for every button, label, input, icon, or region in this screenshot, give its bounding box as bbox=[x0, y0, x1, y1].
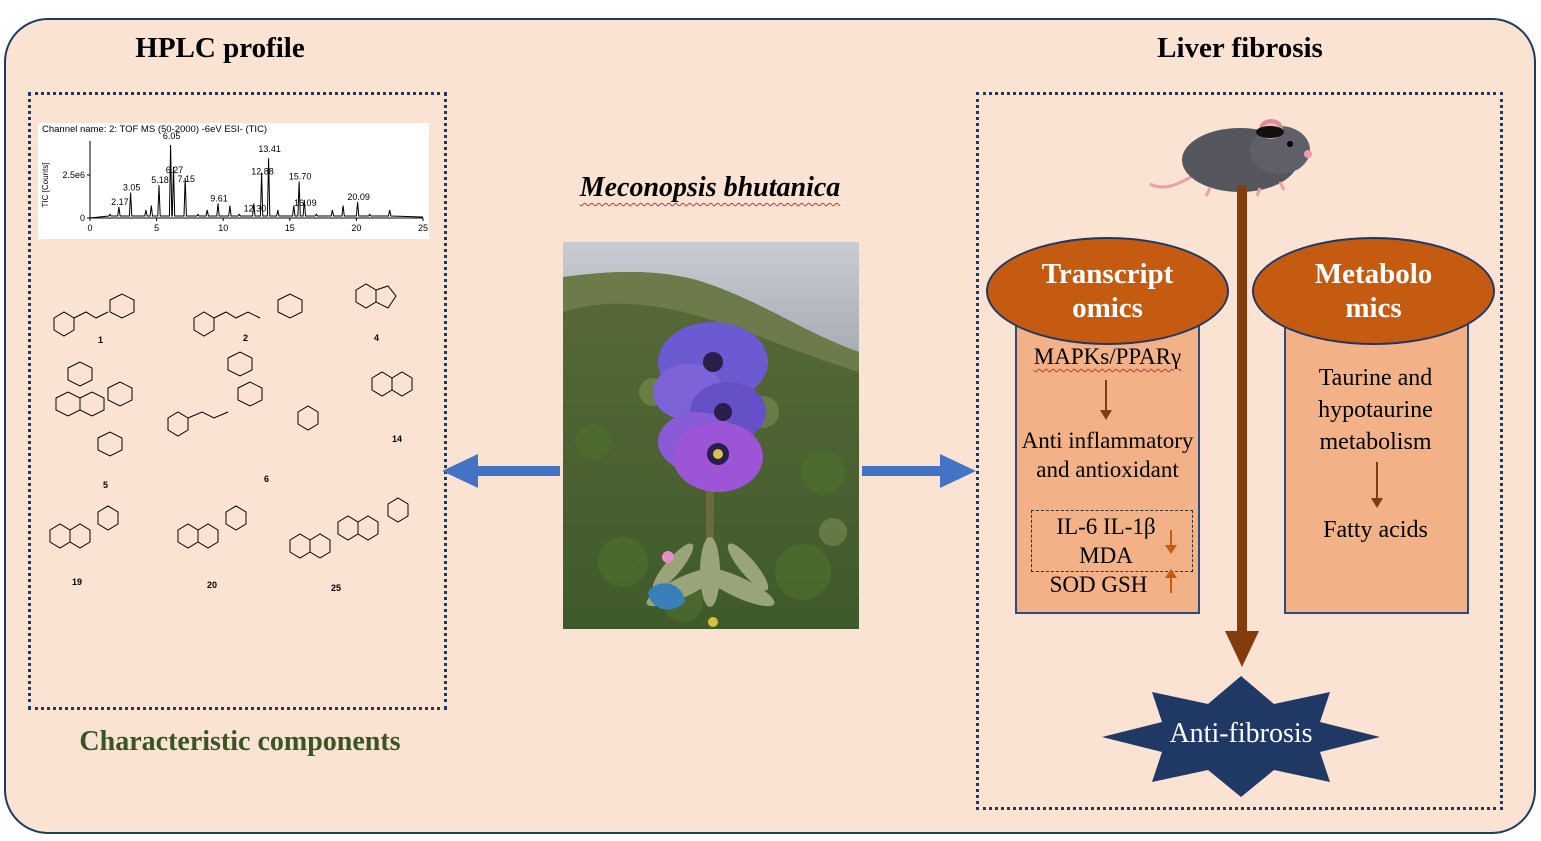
mouse-icon bbox=[1149, 119, 1312, 197]
arrow-to-antifibrosis bbox=[1225, 185, 1259, 667]
molecule-1-sugar bbox=[109, 293, 135, 319]
chrom-peak-label: 16.09 bbox=[294, 198, 317, 208]
hplc-profile-title: HPLC profile bbox=[135, 32, 305, 64]
compound-label-19: 19 bbox=[72, 577, 83, 587]
chromatogram-plot: TIC [Counts] 2.5e6 00 5 10 15 20 25 2.17 3.05 5.18… bbox=[41, 131, 428, 233]
molecule-5-sugar-top bbox=[67, 361, 93, 387]
transcriptomics-header: Transcript omics bbox=[986, 237, 1229, 345]
compound-label-4: 4 bbox=[374, 333, 380, 343]
compound-label-2: 2 bbox=[243, 333, 249, 343]
chromatogram: Channel name: 2: TOF MS (50-2000) -6eV E… bbox=[38, 123, 429, 239]
liver-fibrosis-title: Liver fibrosis bbox=[1157, 32, 1323, 64]
chrom-peak-label: 7.15 bbox=[177, 174, 195, 184]
mapk-pparg-text: MAPKs/PPARγ bbox=[1033, 344, 1182, 369]
molecule-25-ring bbox=[289, 533, 311, 559]
characteristic-components-label: Characteristic components bbox=[79, 726, 401, 757]
chrom-peak-label: 3.05 bbox=[123, 182, 141, 192]
arrow-down-markers bbox=[1165, 530, 1177, 554]
chrom-peak-label: 6.05 bbox=[163, 131, 181, 141]
markers-down-text: IL-6 IL-1β MDA bbox=[1056, 514, 1156, 568]
chrom-xtick-label: 20 bbox=[351, 223, 361, 233]
molecule-19-ring bbox=[49, 523, 71, 549]
molecule-4-ring bbox=[355, 283, 377, 309]
transcriptomics-card bbox=[1015, 322, 1200, 614]
chrom-peak-label: 20.09 bbox=[347, 192, 370, 202]
chrom-ytick-label: 2.5e6 bbox=[62, 170, 85, 180]
liver-panel bbox=[976, 92, 1503, 810]
chrom-ytick-label: 0 bbox=[80, 213, 85, 223]
molecule-2-ring bbox=[193, 311, 215, 337]
arrow-taurine-to-fatty bbox=[1371, 462, 1383, 508]
molecule-14-ring bbox=[371, 371, 393, 397]
metabolomics-pathway-text: Taurine and hypotaurine metabolism bbox=[1318, 365, 1433, 455]
meconopsis-photo bbox=[563, 242, 859, 629]
metabolomics-header: Metabolo mics bbox=[1252, 237, 1495, 345]
transcriptomics-header-text: Transcript omics bbox=[1041, 258, 1174, 324]
antifibrosis-star bbox=[1102, 676, 1380, 797]
arrow-to-hplc bbox=[442, 454, 560, 488]
arrow-to-liver bbox=[862, 454, 976, 488]
transcriptomics-effect: Anti inflammatory and antioxidant bbox=[1021, 428, 1194, 482]
metabolomics-pathway: Taurine and hypotaurine metabolism bbox=[1288, 362, 1463, 458]
compound-label-5: 5 bbox=[103, 480, 109, 490]
arrow-mapk-to-effect bbox=[1100, 380, 1112, 420]
species-title: Meconopsis bhutanica bbox=[579, 172, 841, 203]
chrom-peak-label: 2.17 bbox=[111, 197, 129, 207]
arrow-up-markers bbox=[1165, 569, 1177, 593]
compound-label-1: 1 bbox=[98, 335, 104, 345]
compound-label-25: 25 bbox=[331, 583, 342, 593]
chrom-peak-label: 9.61 bbox=[210, 193, 228, 203]
hplc-panel bbox=[28, 92, 447, 710]
chrom-peak-label: 5.18 bbox=[151, 175, 169, 185]
chrom-peak-label: 6.27 bbox=[166, 165, 184, 175]
compound-structures bbox=[49, 283, 413, 559]
chrom-peak-label: 15.70 bbox=[289, 172, 312, 182]
chrom-trace bbox=[89, 144, 424, 219]
molecule-1-ring bbox=[53, 311, 75, 337]
markers-down-box bbox=[1031, 510, 1193, 572]
chrom-xtick-label: 0 bbox=[87, 223, 92, 233]
molecule-6-sugar bbox=[237, 381, 263, 407]
compound-label-20: 20 bbox=[207, 580, 218, 590]
molecule-20-ring bbox=[177, 523, 199, 549]
compound-label-14: 14 bbox=[392, 434, 403, 444]
chrom-xtick-label: 25 bbox=[418, 223, 428, 233]
chrom-xtick-label: 15 bbox=[285, 223, 295, 233]
molecule-6-ring bbox=[167, 411, 189, 437]
chrom-xtick-label: 10 bbox=[218, 223, 228, 233]
chromatogram-channel: Channel name: 2: TOF MS (50-2000) -6eV E… bbox=[42, 124, 268, 135]
antifibrosis-text: Anti-fibrosis bbox=[1169, 718, 1313, 749]
transcriptomics-pathway: MAPKs/PPARγ bbox=[1020, 342, 1195, 371]
chrom-peak-label: 13.41 bbox=[258, 144, 281, 154]
chrom-peak-label: 12.30 bbox=[244, 203, 267, 213]
molecule-5-ring-a bbox=[55, 391, 81, 417]
chrom-xtick-label: 5 bbox=[154, 223, 159, 233]
compound-label-6: 6 bbox=[264, 474, 270, 484]
metabolomics-header-text: Metabolo mics bbox=[1314, 258, 1433, 324]
molecule-5-sugar-bottom bbox=[97, 431, 123, 457]
chrom-ylabel: TIC [Counts] bbox=[41, 163, 50, 208]
fatty-acids-text: Fatty acids bbox=[1323, 517, 1428, 543]
chrom-peak-label: 12.88 bbox=[251, 167, 274, 177]
markers-up-text: SOD GSH bbox=[1049, 572, 1148, 597]
molecule-2-sugar bbox=[277, 293, 303, 319]
